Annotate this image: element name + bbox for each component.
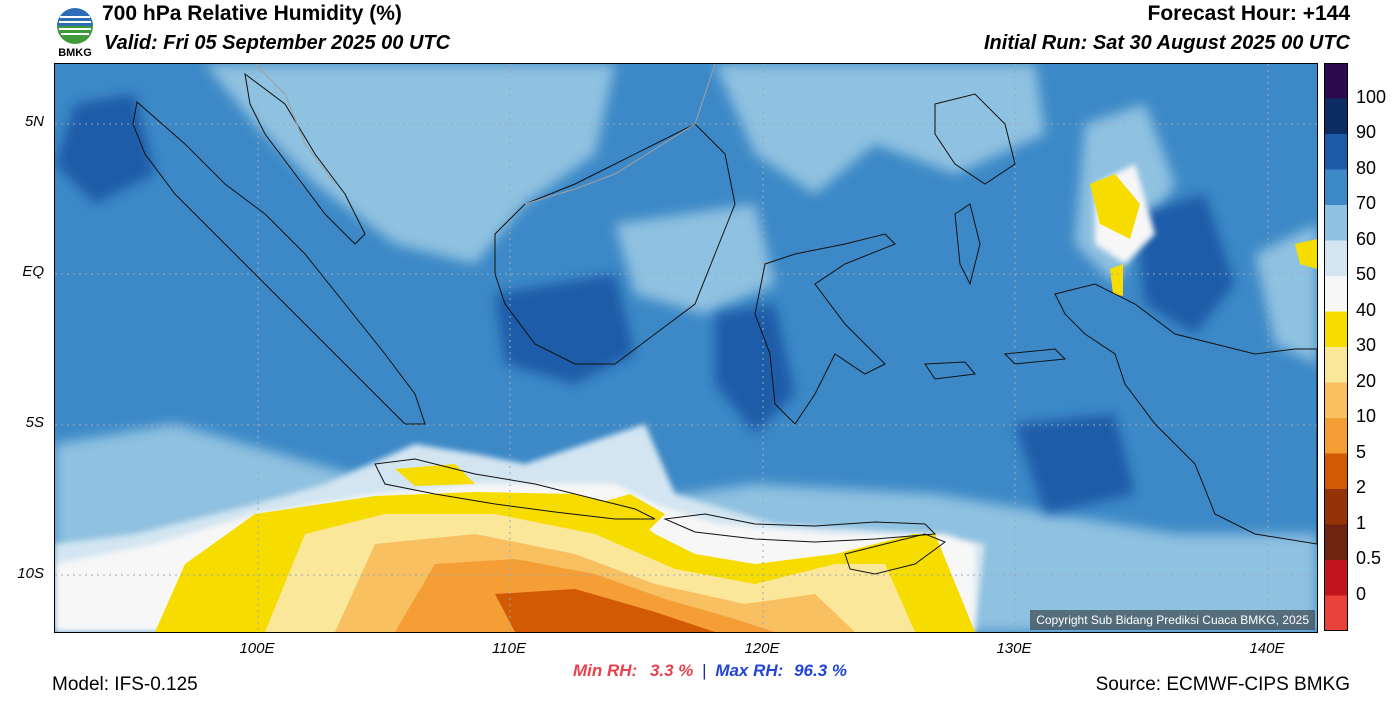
lon-label-120e: 120E [744,640,780,657]
lat-label-10s: 10S [17,565,44,582]
colorbar-swatch [1324,311,1348,348]
bmkg-logo [52,2,98,60]
colorbar-swatch [1324,205,1348,241]
lon-label-100e: 100E [239,640,275,657]
max-rh-value: 96.3 % [794,661,847,680]
colorbar-label: 60 [1356,228,1377,249]
colorbar-label: 0.5 [1356,548,1382,568]
colorbar-label: 100 [1356,86,1387,107]
colorbar-label: 10 [1356,406,1377,426]
colorbar [1324,63,1348,631]
max-rh-label: Max RH: [715,661,784,680]
source-label: Source: ECMWF-CIPS BMKG [1095,674,1350,695]
lat-label-eq: EQ [22,263,44,280]
rh-2-5-field [495,589,715,632]
colorbar-label: 80 [1356,157,1377,178]
colorbar-label: 5 [1356,441,1367,462]
colorbar-swatch [1324,453,1348,490]
colorbar-swatch [1324,169,1348,206]
colorbar-label: 70 [1356,193,1377,213]
initial-run: Initial Run: Sat 30 August 2025 00 UTC [983,32,1350,54]
valid-time: Valid: Fri 05 September 2025 00 UTC [104,32,451,54]
colorbar-label: 90 [1356,122,1377,142]
lat-label-5s: 5S [25,414,44,431]
colorbar-label: 1 [1356,512,1367,533]
bmkg-logo-icon [57,8,93,44]
colorbar-swatch [1324,240,1348,277]
colorbar-label: 50 [1356,264,1377,284]
colorbar-label: 0 [1356,583,1367,604]
min-rh-label: Min RH: [572,661,638,680]
colorbar-label: 2 [1356,477,1367,497]
colorbar-swatch [1324,347,1348,383]
lat-label-5n: 5N [24,113,44,130]
forecast-hour: Forecast Hour: +144 [1147,2,1351,25]
colorbar-swatch [1324,98,1348,135]
colorbar-swatch [1324,595,1348,631]
logo-text: BMKG [58,47,92,59]
colorbar-label: 40 [1356,299,1377,320]
stats-separator: | [702,661,707,680]
colorbar-label: 20 [1356,370,1377,391]
colorbar-swatch [1324,276,1348,312]
admin-borders [254,64,716,205]
colorbar-swatch [1324,418,1348,454]
graticule [55,64,1317,632]
colorbar-swatch [1324,63,1348,99]
model-label: Model: IFS-0.125 [52,674,198,695]
colorbar-frame [1324,63,1348,631]
coastlines [132,72,1317,575]
colorbar-swatch [1324,134,1348,170]
colorbar-swatch [1324,489,1348,525]
colorbar-swatch [1324,382,1348,419]
lon-label-110e: 110E [492,640,526,657]
colorbar-label: 30 [1356,335,1377,355]
colorbar-swatch [1324,524,1348,561]
humidity-map [54,63,1318,633]
lon-label-140e: 140E [1249,640,1285,657]
lon-label-130e: 130E [996,640,1032,657]
rh-80-90-field [55,94,1235,514]
colorbar-swatch [1324,560,1348,596]
rh-stats: Min RH: 3.3 % | Max RH: 96.3 % [520,661,900,681]
copyright-note: Copyright Sub Bidang Prediksi Cuaca BMKG… [1030,610,1315,630]
map-title: 700 hPa Relative Humidity (%) [102,2,402,25]
min-rh-value: 3.3 % [649,661,694,680]
